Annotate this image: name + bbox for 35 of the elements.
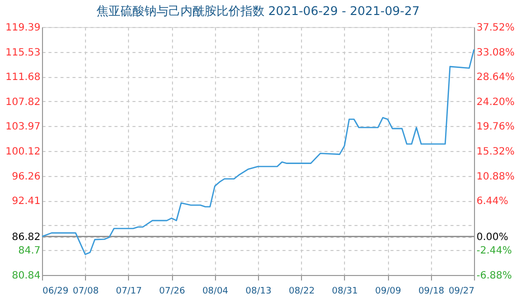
x-tick-label: 06/29	[42, 286, 69, 296]
y-tick-label: 96.26	[12, 171, 40, 182]
y-tick-label: 92.41	[12, 196, 40, 208]
chart-title: 焦亚硫酸钠与己内酰胺比价指数 2021-06-29 - 2021-09-27	[96, 4, 420, 18]
x-tick-label: 07/26	[159, 286, 186, 296]
y2-tick-label: 15.32%	[476, 146, 515, 158]
y2-tick-label: -2.44%	[476, 246, 512, 257]
y2-tick-label: 28.64%	[476, 72, 515, 84]
y2-tick-label: 10.88%	[476, 171, 515, 182]
x-tick-label: 08/04	[202, 286, 229, 296]
y2-tick-label: 37.52%	[476, 22, 515, 34]
y-tick-label: 115.53	[6, 47, 40, 58]
y2-tick-label: -6.88%	[476, 270, 512, 282]
x-tick-label: 09/18	[418, 286, 445, 296]
x-tick-label: 07/17	[116, 286, 142, 296]
y-tick-label: 86.82	[12, 232, 40, 244]
y-tick-label: 103.97	[6, 122, 40, 133]
y-tick-label: 119.39	[6, 22, 40, 34]
y2-tick-label: 24.20%	[476, 96, 515, 108]
x-tick-label: 07/08	[72, 286, 99, 296]
x-tick-label: 08/31	[332, 286, 358, 296]
line-series	[41, 48, 475, 255]
x-tick-label: 09/27	[448, 286, 474, 296]
x-tick-label: 09/09	[375, 286, 402, 296]
x-tick-label: 08/22	[288, 286, 315, 296]
y-tick-label: 100.12	[6, 146, 40, 158]
y2-tick-label: 33.08%	[476, 47, 515, 58]
y2-tick-label: 19.76%	[476, 122, 515, 133]
y-tick-label: 107.82	[6, 96, 40, 108]
y2-tick-label: 0.00%	[476, 232, 508, 244]
y2-tick-label: 6.44%	[476, 196, 508, 208]
y-tick-label: 111.68	[6, 72, 40, 84]
y-tick-label: 84.7	[18, 246, 40, 257]
y-tick-label: 80.84	[12, 270, 40, 282]
x-tick-label: 08/13	[246, 286, 272, 296]
